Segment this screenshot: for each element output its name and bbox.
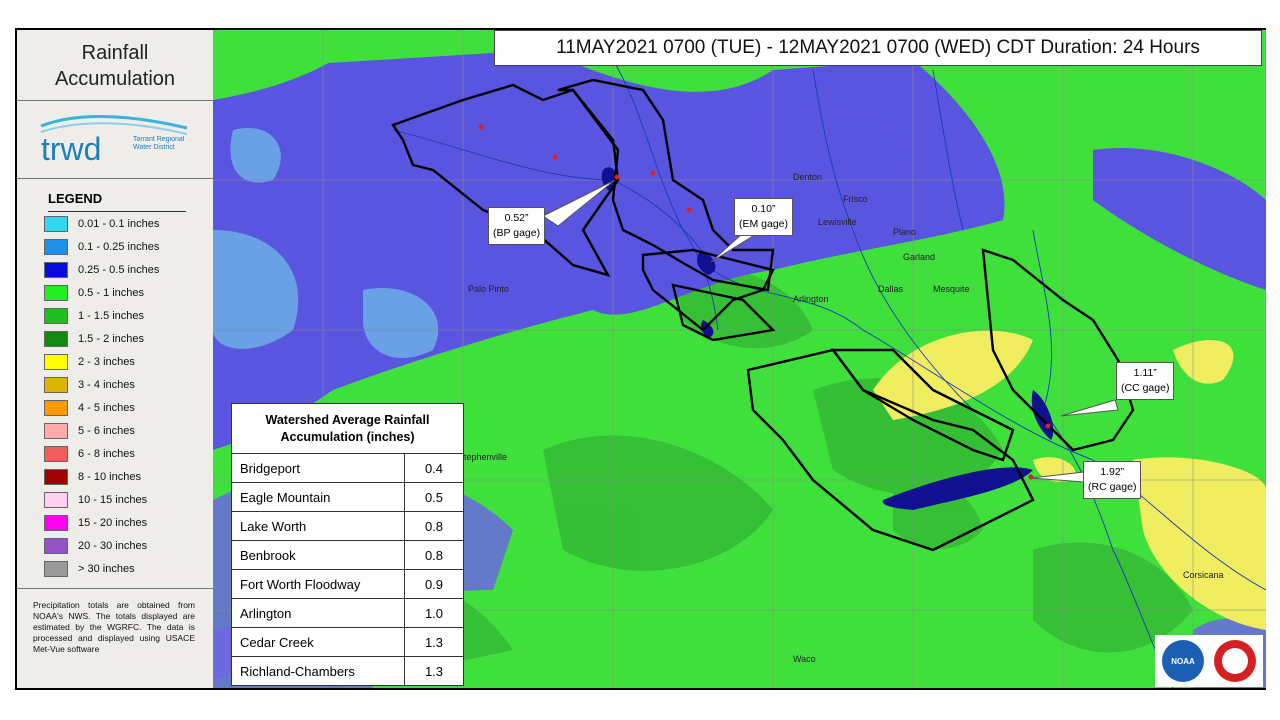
watershed-value: 0.8	[404, 511, 464, 541]
watershed-name: Arlington	[231, 598, 405, 628]
legend-label: 1.5 - 2 inches	[78, 333, 145, 345]
gage-name: (EM gage)	[739, 218, 789, 230]
gage-value: 1.11”	[1133, 367, 1157, 379]
watershed-name: Richland-Chambers	[231, 656, 405, 686]
table-row: Richland-Chambers 1.3	[231, 656, 464, 686]
legend-label: 2 - 3 inches	[78, 356, 135, 368]
place-label: Frisco	[843, 194, 868, 204]
legend-label: 20 - 30 inches	[78, 540, 148, 552]
table-row: Cedar Creek 1.3	[231, 627, 464, 657]
legend-swatch	[44, 377, 68, 393]
watershed-value: 0.8	[404, 540, 464, 570]
legend-swatch	[44, 216, 68, 232]
logo: trwd Tarrant Regional Water District	[40, 114, 188, 167]
table-row: Benbrook 0.8	[231, 540, 464, 570]
legend-swatch	[44, 239, 68, 255]
legend-label: 3 - 4 inches	[78, 379, 135, 391]
place-label: Plano	[893, 227, 916, 237]
legend-swatch	[44, 538, 68, 554]
legend-title: LEGEND	[48, 191, 103, 206]
table-row: Eagle Mountain 0.5	[231, 482, 464, 512]
gage-value: 0.10”	[751, 203, 776, 215]
watershed-table: Watershed Average Rainfall Accumulation …	[231, 403, 464, 686]
watershed-name: Lake Worth	[231, 511, 405, 541]
place-label: Mesquite	[933, 284, 970, 294]
legend-label: 0.25 - 0.5 inches	[78, 264, 160, 276]
divider	[17, 100, 213, 101]
legend-label: 15 - 20 inches	[78, 517, 148, 529]
legend-swatch	[44, 492, 68, 508]
legend-swatch	[44, 469, 68, 485]
legend-swatch	[44, 423, 68, 439]
gage-callout: 0.10” (EM gage)	[734, 198, 794, 236]
legend-swatch	[44, 446, 68, 462]
legend-swatch	[44, 262, 68, 278]
place-label: Arlington	[793, 294, 829, 304]
table-row: Lake Worth 0.8	[231, 511, 464, 541]
legend-swatch	[44, 354, 68, 370]
logo-org: Tarrant Regional Water District	[133, 136, 185, 151]
legend-label: 0.01 - 0.1 inches	[78, 218, 160, 230]
legend-label: 0.1 - 0.25 inches	[78, 241, 160, 253]
gage-name: (BP gage)	[493, 227, 541, 239]
gage-value: 1.92”	[1100, 466, 1125, 478]
watershed-name: Fort Worth Floodway	[231, 569, 405, 599]
place-label: Corsicana	[1183, 570, 1224, 580]
legend-label: 5 - 6 inches	[78, 425, 135, 437]
place-label: Palo Pinto	[468, 284, 509, 294]
legend-swatch	[44, 308, 68, 324]
watershed-name: Cedar Creek	[231, 627, 405, 657]
place-label: Dallas	[878, 284, 904, 294]
gage-callout: 1.11” (CC gage)	[1116, 362, 1175, 400]
legend-label: 6 - 8 inches	[78, 448, 135, 460]
legend-label: 10 - 15 inches	[78, 494, 148, 506]
noaa-logo	[1162, 640, 1204, 682]
legend-label: 8 - 10 inches	[78, 471, 141, 483]
watershed-value: 1.0	[404, 598, 464, 628]
place-label: Lewisville	[818, 217, 857, 227]
footnote: Precipitation totals are obtained from N…	[33, 600, 195, 654]
table-row: Arlington 1.0	[231, 598, 464, 628]
noaa-text: NOAA	[1171, 657, 1195, 666]
sidebar: Rainfall Accumulation trwd Tarrant Regio…	[17, 30, 213, 688]
watershed-value: 1.3	[404, 656, 464, 686]
legend-label: 4 - 5 inches	[78, 402, 135, 414]
gage-name: (CC gage)	[1121, 382, 1170, 394]
watershed-value: 0.5	[404, 482, 464, 512]
place-label: Garland	[903, 252, 935, 262]
watershed-value: 1.3	[404, 627, 464, 657]
divider	[17, 588, 213, 589]
watershed-name: Bridgeport	[231, 453, 405, 483]
watershed-name: Benbrook	[231, 540, 405, 570]
place-label: Denton	[793, 172, 822, 182]
gage-callout: 1.92” (RC gage)	[1083, 461, 1142, 499]
place-labels: Denton Frisco Plano Garland Dallas Arlington L…	[458, 172, 1224, 664]
legend-swatch	[44, 561, 68, 577]
watershed-value: 0.9	[404, 569, 464, 599]
table-title: Watershed Average Rainfall Accumulation …	[231, 403, 464, 454]
nws-logo	[1222, 648, 1248, 674]
place-label: Stephenville	[458, 452, 507, 462]
legend-swatch	[44, 331, 68, 347]
watershed-name: Eagle Mountain	[231, 482, 405, 512]
table-row: Bridgeport 0.4	[231, 453, 464, 483]
place-label: Waco	[793, 654, 816, 664]
divider	[48, 211, 186, 212]
legend-label: > 30 inches	[78, 563, 135, 575]
legend-label: 1 - 1.5 inches	[78, 310, 145, 322]
legend-swatch	[44, 515, 68, 531]
legend-label: 0.5 - 1 inches	[78, 287, 145, 299]
header-title: 11MAY2021 0700 (TUE) - 12MAY2021 0700 (W…	[494, 30, 1262, 66]
watershed-value: 0.4	[404, 453, 464, 483]
table-row: Fort Worth Floodway 0.9	[231, 569, 464, 599]
logo-wordmark: trwd	[41, 131, 101, 167]
legend-swatch	[44, 285, 68, 301]
sidebar-title: Rainfall Accumulation	[54, 42, 176, 90]
gage-callout: 0.52” (BP gage)	[488, 207, 546, 245]
gage-name: (RC gage)	[1088, 481, 1137, 493]
divider	[17, 178, 213, 179]
legend-swatch	[44, 400, 68, 416]
gage-value: 0.52”	[504, 212, 529, 224]
